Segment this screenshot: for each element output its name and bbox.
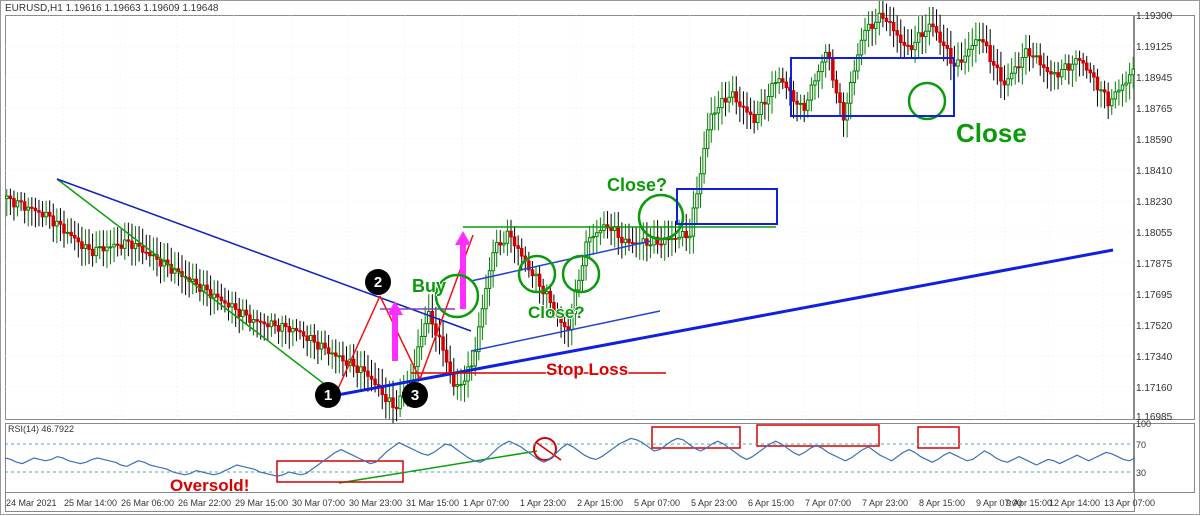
- x-tick: 30 Mar 23:00: [349, 498, 402, 508]
- number-badge: 3: [402, 382, 428, 408]
- x-tick: 5 Apr 07:00: [634, 498, 680, 508]
- x-tick: 26 Mar 06:00: [121, 498, 174, 508]
- x-tick: 2 Apr 15:00: [577, 498, 623, 508]
- x-tick: 25 Mar 14:00: [64, 498, 117, 508]
- x-tick: 1 Apr 23:00: [520, 498, 566, 508]
- y-tick: 1.17340: [1136, 352, 1190, 363]
- rsi-y-tick: 70: [1136, 440, 1146, 450]
- annotation-close_q2: Close?: [607, 175, 667, 196]
- y-tick: 1.17695: [1136, 290, 1190, 301]
- y-tick: 1.19300: [1136, 11, 1190, 22]
- number-badge: 1: [315, 382, 341, 408]
- rsi-label: RSI(14) 46.7922: [8, 424, 74, 434]
- y-tick: 1.18945: [1136, 73, 1190, 84]
- y-tick: 1.18230: [1136, 197, 1190, 208]
- y-tick: 1.18055: [1136, 228, 1190, 239]
- number-badge: 2: [365, 269, 391, 295]
- x-tick: 1 Apr 07:00: [463, 498, 509, 508]
- x-tick: 7 Apr 07:00: [805, 498, 851, 508]
- price-y-axis: 1.193001.191251.189451.187651.185901.184…: [1133, 15, 1195, 420]
- y-tick: 1.17520: [1136, 321, 1190, 332]
- x-tick: 24 Mar 2021: [6, 498, 57, 508]
- annotation-close_q1: Close?: [528, 303, 585, 323]
- annotation-oversold: Oversold!: [170, 476, 249, 496]
- x-tick: 8 Apr 15:00: [919, 498, 965, 508]
- y-tick: 1.18410: [1136, 166, 1190, 177]
- y-tick: 1.18590: [1136, 135, 1190, 146]
- x-tick: 9 Apr 15:00: [1006, 498, 1052, 508]
- x-tick: 26 Mar 22:00: [178, 498, 231, 508]
- x-tick: 7 Apr 23:00: [862, 498, 908, 508]
- y-tick: 1.18765: [1136, 104, 1190, 115]
- y-tick: 1.19125: [1136, 42, 1190, 53]
- x-tick: 30 Mar 07:00: [292, 498, 345, 508]
- y-tick: 1.17875: [1136, 259, 1190, 270]
- annotation-close: Close: [956, 118, 1027, 149]
- x-tick: 29 Mar 15:00: [235, 498, 288, 508]
- rsi-y-tick: 30: [1136, 468, 1146, 478]
- x-tick: 12 Apr 14:00: [1049, 498, 1100, 508]
- annotation-buy: Buy: [412, 276, 446, 297]
- x-tick: 31 Mar 15:00: [406, 498, 459, 508]
- chart-container: EURUSD,H1 1.19616 1.19663 1.19609 1.1964…: [0, 0, 1200, 515]
- x-tick: 13 Apr 07:00: [1104, 498, 1155, 508]
- y-tick: 1.17160: [1136, 383, 1190, 394]
- rsi-y-axis: 1007030: [1133, 423, 1195, 493]
- annotation-stoploss: Stop Loss: [546, 360, 628, 380]
- rsi-y-tick: 100: [1136, 419, 1151, 429]
- chart-title: EURUSD,H1 1.19616 1.19663 1.19609 1.1964…: [5, 3, 219, 14]
- x-tick: 6 Apr 15:00: [748, 498, 794, 508]
- x-tick: 5 Apr 23:00: [691, 498, 737, 508]
